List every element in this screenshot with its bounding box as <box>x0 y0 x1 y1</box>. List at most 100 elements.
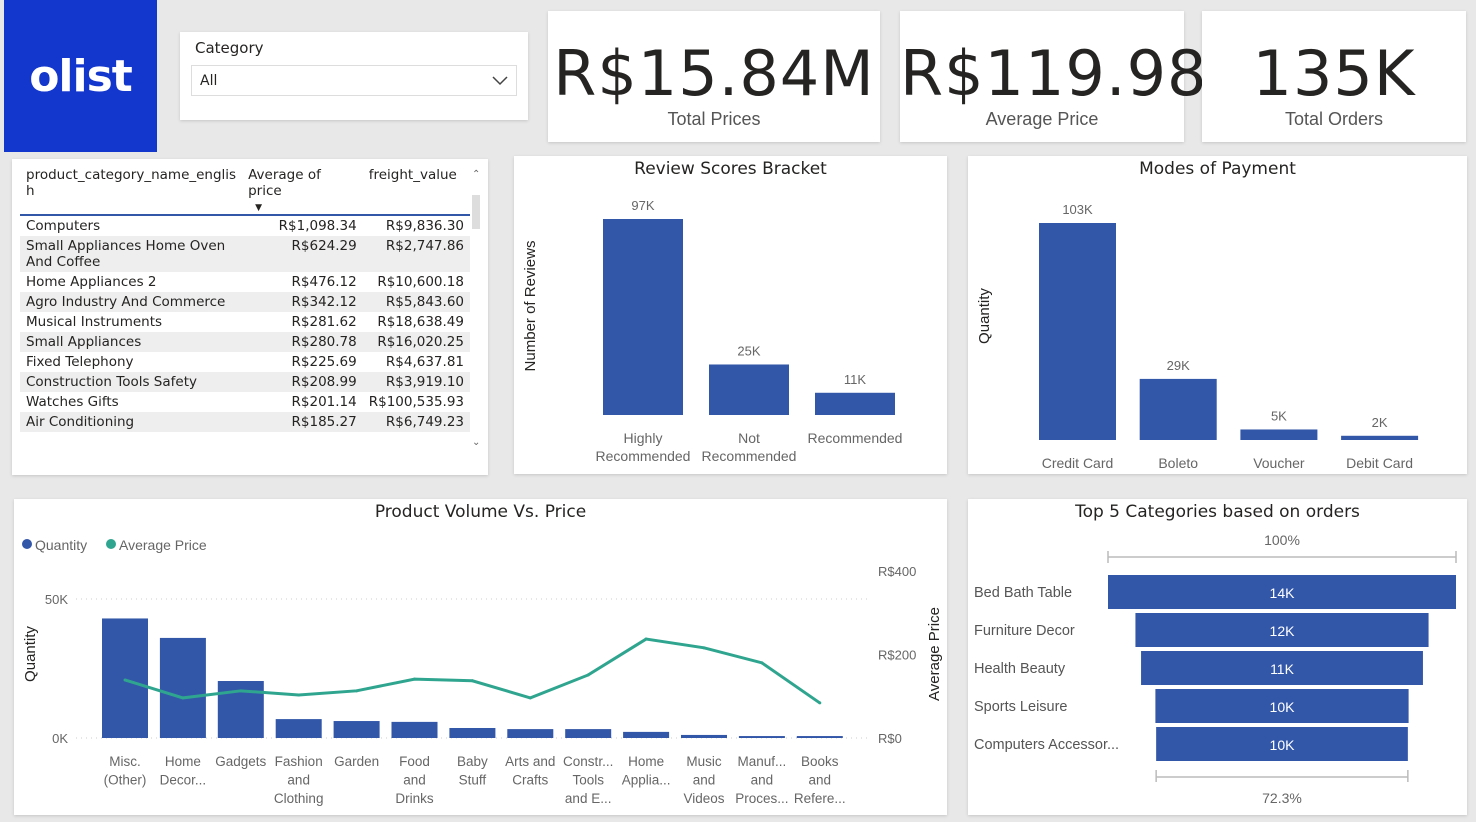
category-label: Videos <box>683 791 724 806</box>
y-tick-label: 0K <box>52 731 68 746</box>
bar-quantity <box>159 637 206 738</box>
funnel-bar <box>1135 613 1429 647</box>
bar-quantity <box>275 719 322 738</box>
chart-title: Product Volume Vs. Price <box>374 502 587 522</box>
cell-category: Air Conditioning <box>20 412 243 432</box>
funnel-bar <box>1141 651 1423 685</box>
table-row[interactable]: Fixed Telephony R$225.69 R$4,637.81 <box>20 352 470 372</box>
y-axis-title: Quantity <box>976 288 993 344</box>
cell-freight: R$2,747.86 <box>362 236 470 272</box>
table-row[interactable]: Small Appliances Home Oven And Coffee R$6… <box>20 236 470 272</box>
table-row[interactable]: Air Conditioning R$185.27 R$6,749.23 <box>20 412 470 432</box>
table-row[interactable]: Agro Industry And Commerce R$342.12 R$5,84… <box>20 292 470 312</box>
funnel-value-label: 10K <box>1270 737 1296 753</box>
category-dropdown[interactable]: All <box>191 65 517 96</box>
funnel-bar <box>1156 727 1408 761</box>
category-label: Debit Card <box>1346 455 1413 471</box>
col-header-category[interactable]: product_category_name_englis h ▼ <box>20 165 262 215</box>
cell-avg-price: R$280.78 <box>242 332 363 352</box>
cell-category: Small Appliances <box>20 332 243 352</box>
legend-price: Average Price <box>119 537 207 553</box>
bar-quantity <box>565 729 612 738</box>
data-label: 97K <box>631 198 654 213</box>
logo-text: olist <box>29 50 133 102</box>
cell-freight: R$3,919.10 <box>362 372 470 392</box>
funnel-bar <box>1108 575 1456 609</box>
category-label: and <box>403 773 426 788</box>
chevron-down-icon <box>492 76 508 86</box>
category-label: Gadgets <box>215 754 266 769</box>
cell-avg-price: R$201.14 <box>291 394 357 410</box>
line-point <box>702 646 706 650</box>
scroll-thumb[interactable] <box>472 195 480 229</box>
kpi-average-price: R$119.98 Average Price <box>900 11 1208 142</box>
kpi-label: Total Prices <box>667 109 761 129</box>
cell-avg-price: R$225.69 <box>291 354 357 370</box>
y-axis-title: Quantity <box>22 626 39 682</box>
category-label: and <box>809 773 832 788</box>
bar-quantity <box>449 727 496 738</box>
kpi-label: Average Price <box>985 109 1099 129</box>
data-label: 29K <box>1167 358 1190 373</box>
cell-category: Musical Instruments <box>26 314 163 330</box>
scroll-down-icon[interactable]: ⌄ <box>472 437 481 448</box>
y2-tick-label: R$0 <box>878 731 902 746</box>
table-scrollbar[interactable]: ⌃ ⌄ <box>472 169 482 459</box>
chart-title: Top 5 Categories based on orders <box>1075 502 1360 522</box>
col-header-avg-price[interactable]: Average of price <box>248 167 321 199</box>
header-text: h <box>26 183 35 199</box>
dropdown-value: All <box>200 73 218 89</box>
cell-category: Small Appliances Home Oven And Coffee <box>20 236 243 272</box>
funnel-category-label: Computers Accessor... <box>974 737 1119 753</box>
category-label: Applia... <box>622 773 671 788</box>
table-row[interactable]: Computers R$1,098.34 R$9,836.30 <box>20 215 470 236</box>
category-label: and E... <box>565 791 612 806</box>
top-bracket <box>1107 551 1457 563</box>
bar <box>1039 223 1116 440</box>
cell-avg-price: R$1,098.34 <box>278 218 357 234</box>
top5-categories-funnel: Top 5 Categories based on orders 100% 14K… <box>968 499 1467 815</box>
cell-avg-price: R$624.29 <box>242 236 363 272</box>
kpi-value: R$119.98 <box>900 37 1208 110</box>
line-point <box>355 689 359 693</box>
sort-descending-icon: ▼ <box>255 203 263 213</box>
cell-category: Home Appliances 2 <box>26 274 157 290</box>
funnel-value-label: 14K <box>1270 585 1296 601</box>
table-row[interactable]: Watches Gifts R$201.14 R$100,535.93 <box>20 392 470 412</box>
category-label: Recommended <box>702 448 797 464</box>
cell-freight: R$9,836.30 <box>385 218 464 234</box>
category-label: Home <box>165 754 201 769</box>
category-label: (Other) <box>104 773 147 788</box>
table-row[interactable]: Construction Tools Safety R$208.99 R$3,919… <box>20 372 470 392</box>
category-label: Highly <box>624 430 663 446</box>
line-point <box>297 693 301 697</box>
category-label: Food <box>399 754 430 769</box>
data-label: 103K <box>1062 202 1093 217</box>
line-point <box>413 677 416 681</box>
category-label: Stuff <box>459 773 487 788</box>
table-row[interactable]: Musical Instruments R$281.62 R$18,638.49 <box>20 312 470 332</box>
category-label: Music <box>686 754 722 769</box>
line-point <box>528 696 532 700</box>
line-point <box>239 689 243 693</box>
data-label: 11K <box>844 372 866 387</box>
line-point <box>586 673 590 677</box>
category-label: Manuf... <box>738 754 787 769</box>
category-label: Credit Card <box>1042 455 1114 471</box>
bar <box>603 219 683 415</box>
scroll-up-icon[interactable]: ⌃ <box>472 169 481 180</box>
legend-quantity-icon <box>22 539 32 549</box>
category-label: Books <box>801 754 839 769</box>
bottom-bracket <box>1155 770 1409 782</box>
chart-title: Review Scores Bracket <box>634 159 827 179</box>
table-row[interactable]: Small Appliances R$280.78 R$16,020.25 <box>20 332 470 352</box>
line-point <box>181 696 185 700</box>
line-point <box>123 678 127 682</box>
kpi-total-orders: 135K Total Orders <box>1202 11 1466 142</box>
table-row[interactable]: Home Appliances 2 R$476.12 R$10,600.18 <box>20 272 470 292</box>
category-label: Decor... <box>160 773 207 788</box>
bar-quantity <box>681 734 727 738</box>
col-header-freight[interactable]: freight_value <box>368 167 457 183</box>
legend-price-icon <box>106 539 116 549</box>
category-label: Tools <box>572 773 604 788</box>
